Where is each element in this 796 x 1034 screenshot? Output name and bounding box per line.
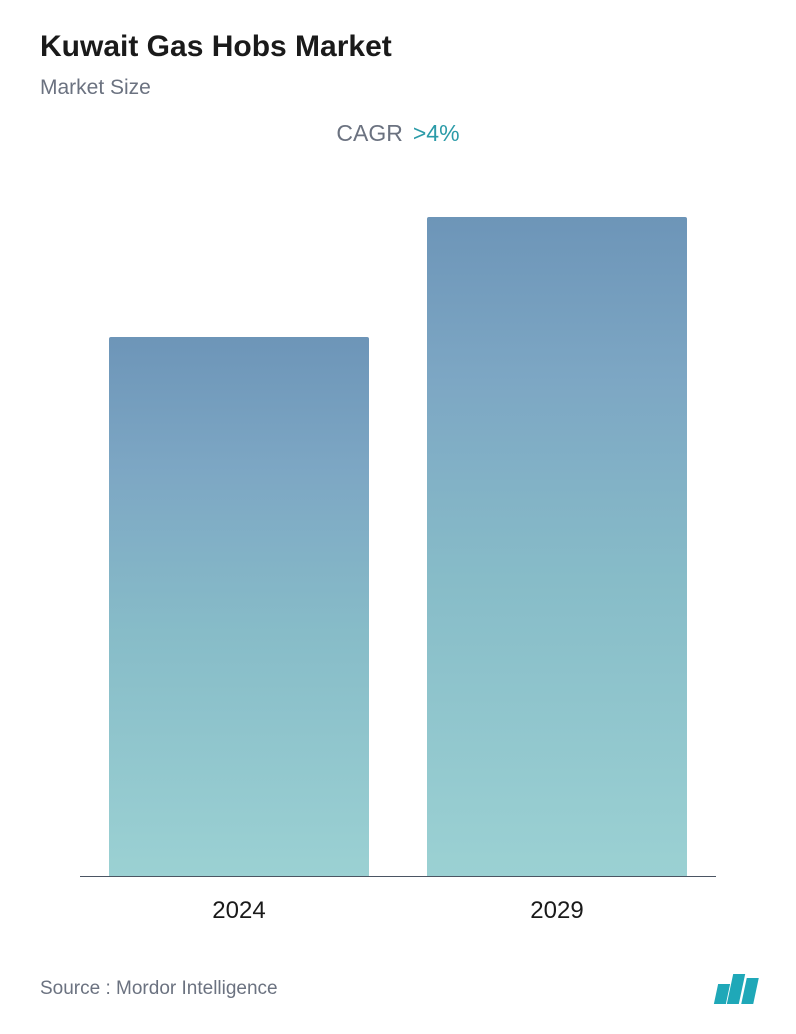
source-text: Source : Mordor Intelligence: [40, 978, 278, 1000]
x-label-0: 2024: [109, 897, 369, 925]
mordor-logo-icon: [716, 974, 756, 1004]
chart-subtitle: Market Size: [40, 76, 756, 100]
chart-baseline: [80, 876, 716, 877]
chart-container: Kuwait Gas Hobs Market Market Size CAGR …: [0, 0, 796, 1034]
cagr-row: CAGR >4%: [40, 120, 756, 147]
cagr-value: >4%: [413, 120, 460, 147]
chart-title: Kuwait Gas Hobs Market: [40, 30, 756, 64]
bar-0: [109, 337, 369, 877]
bar-1: [427, 217, 687, 877]
cagr-label: CAGR: [336, 120, 402, 147]
chart-plot-area: [40, 197, 756, 877]
logo-bar-3: [741, 978, 759, 1004]
chart-footer: Source : Mordor Intelligence: [40, 974, 756, 1004]
x-label-1: 2029: [427, 897, 687, 925]
x-axis-labels: 2024 2029: [40, 877, 756, 925]
bar-group-0: [109, 337, 369, 877]
bar-group-1: [427, 217, 687, 877]
